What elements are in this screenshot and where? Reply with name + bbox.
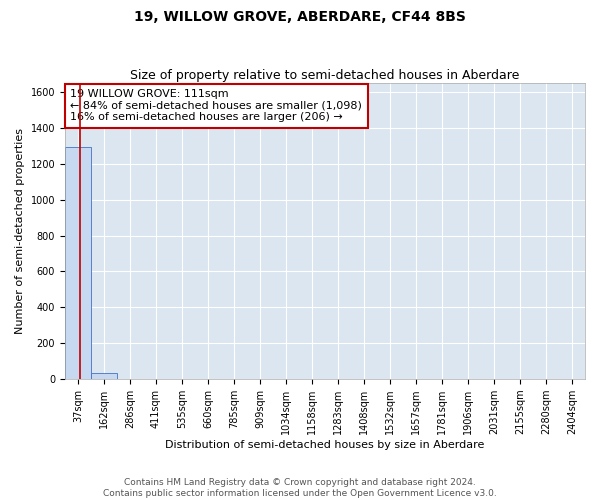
Bar (91, 373, 117, 379)
Text: 19, WILLOW GROVE, ABERDARE, CF44 8BS: 19, WILLOW GROVE, ABERDARE, CF44 8BS (134, 10, 466, 24)
Y-axis label: Number of semi-detached properties: Number of semi-detached properties (15, 128, 25, 334)
Title: Size of property relative to semi-detached houses in Aberdare: Size of property relative to semi-detach… (130, 69, 520, 82)
X-axis label: Distribution of semi-detached houses by size in Aberdare: Distribution of semi-detached houses by … (165, 440, 485, 450)
Text: 19 WILLOW GROVE: 111sqm
← 84% of semi-detached houses are smaller (1,098)
16% of: 19 WILLOW GROVE: 111sqm ← 84% of semi-de… (70, 89, 362, 122)
Text: Contains HM Land Registry data © Crown copyright and database right 2024.
Contai: Contains HM Land Registry data © Crown c… (103, 478, 497, 498)
Bar (65, 147, 91, 379)
